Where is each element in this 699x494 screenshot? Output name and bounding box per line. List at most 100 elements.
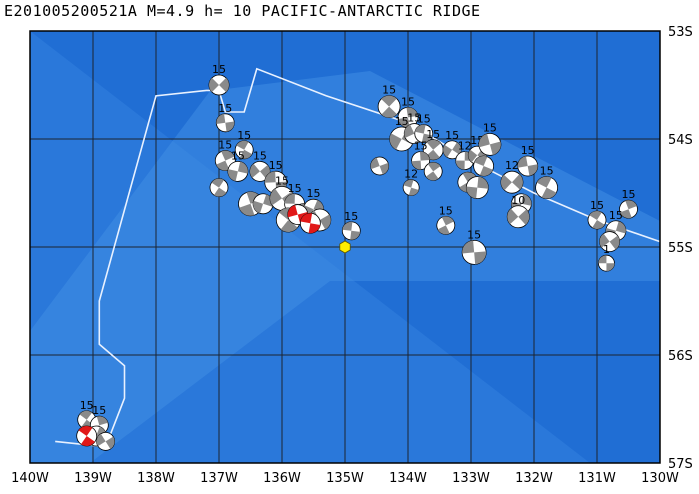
compressional-quadrant <box>419 151 430 161</box>
depth-label: 12 <box>404 168 418 181</box>
latitude-label: 55S <box>668 241 693 256</box>
focal-mechanism <box>414 124 434 144</box>
focal-mechanism <box>619 199 638 219</box>
focal-mechanism <box>517 155 539 177</box>
compressional-quadrant <box>426 139 441 150</box>
compressional-quadrant <box>466 186 478 199</box>
compressional-quadrant <box>455 160 465 170</box>
epicenter-hexagon <box>339 240 351 254</box>
focal-mechanism <box>96 431 115 451</box>
depth-label: 15 <box>590 199 604 212</box>
depth-label: 15 <box>521 144 535 157</box>
depth-label: 10 <box>511 194 525 207</box>
compressional-quadrant <box>408 187 419 196</box>
compressional-quadrant <box>270 188 282 206</box>
focal-mechanism <box>215 113 235 133</box>
compressional-quadrant <box>411 160 422 170</box>
focal-mechanism <box>411 151 431 171</box>
compressional-quadrant <box>500 174 512 191</box>
compressional-quadrant <box>421 133 433 143</box>
compressional-quadrant <box>239 149 253 159</box>
compressional-quadrant <box>403 179 414 188</box>
focal-mechanism <box>599 231 620 253</box>
compressional-quadrant <box>225 121 235 132</box>
longitude-label: 140W <box>11 471 49 486</box>
depth-label: 15 <box>80 399 94 412</box>
compressional-quadrant <box>474 251 487 265</box>
compressional-quadrant <box>284 193 295 204</box>
compressional-quadrant <box>236 140 249 150</box>
compressional-quadrant <box>599 233 610 248</box>
latitude-label: 57S <box>668 457 693 472</box>
compressional-quadrant <box>253 200 264 214</box>
longitude-label: 137W <box>200 471 238 486</box>
depth-label: 15 <box>426 128 440 141</box>
compressional-quadrant <box>462 240 475 254</box>
compressional-quadrant <box>379 162 389 175</box>
compressional-quadrant <box>468 149 478 163</box>
compressional-quadrant <box>105 436 115 450</box>
compressional-quadrant <box>478 133 490 148</box>
axis-labels: 140W 139W 138W 137W 136W 135W 134W 133W 132W 131W… <box>11 25 693 486</box>
compressional-quadrant <box>342 221 353 231</box>
focal-mechanism <box>377 95 401 118</box>
compressional-quadrant <box>221 150 235 161</box>
depth-label: 15 <box>609 209 623 222</box>
focal-mechanism <box>249 160 271 182</box>
compressional-quadrant <box>280 220 298 233</box>
focal-mechanism <box>461 239 487 265</box>
depth-label: 15 <box>395 115 409 128</box>
compressional-quadrant <box>441 216 454 226</box>
depth-label: 15 <box>253 149 267 162</box>
compressional-quadrant <box>209 77 219 93</box>
compressional-quadrant <box>479 166 493 176</box>
focal-mechanism <box>402 179 420 197</box>
depth-label: 15 <box>275 174 289 187</box>
compressional-quadrant <box>406 107 418 118</box>
compressional-quadrant <box>389 133 402 150</box>
longitude-label: 136W <box>263 471 301 486</box>
compressional-quadrant <box>239 203 255 216</box>
compressional-quadrant <box>536 176 552 188</box>
compressional-quadrant <box>381 106 398 118</box>
depth-label: 15 <box>414 140 428 153</box>
compressional-quadrant <box>541 187 557 199</box>
compressional-quadrant <box>96 416 108 426</box>
compressional-quadrant <box>264 171 276 183</box>
compressional-quadrant <box>319 214 331 230</box>
compressional-quadrant <box>452 142 462 155</box>
compressional-quadrant <box>414 124 426 134</box>
depth-label: 15 <box>231 149 245 162</box>
map-title: E201005200521A M=4.9 h= 10 PACIFIC-ANTAR… <box>4 2 481 20</box>
compressional-quadrant <box>615 221 626 234</box>
compressional-quadrant <box>489 141 501 156</box>
compressional-quadrant <box>80 436 95 446</box>
depth-label: 15 <box>483 121 497 134</box>
depth-label: 15 <box>382 84 396 97</box>
compressional-quadrant <box>211 178 225 188</box>
longitude-label: 134W <box>389 471 427 486</box>
compressional-quadrant <box>300 213 313 224</box>
focal-mechanism <box>370 156 390 176</box>
compressional-quadrant <box>216 160 230 171</box>
compressional-quadrant <box>427 162 441 172</box>
focal-mechanism <box>598 254 615 272</box>
depth-label: 15 <box>401 95 415 108</box>
depth-label: 1 <box>603 243 610 256</box>
depth-label: 15 <box>218 139 232 152</box>
depth-label: 15 <box>92 404 106 417</box>
compressional-quadrant <box>398 117 410 128</box>
focal-mechanism <box>465 176 489 200</box>
focal-mechanism <box>341 221 361 241</box>
depth-label: 15 <box>417 113 431 126</box>
compressional-quadrant <box>425 171 439 181</box>
depth-label: 12 <box>505 159 519 172</box>
depth-label: 15 <box>439 204 453 217</box>
longitude-label: 135W <box>326 471 364 486</box>
compressional-quadrant <box>213 187 227 197</box>
longitude-label: 130W <box>641 471 679 486</box>
depth-label: 15 <box>344 210 358 223</box>
compressional-quadrant <box>598 255 607 264</box>
